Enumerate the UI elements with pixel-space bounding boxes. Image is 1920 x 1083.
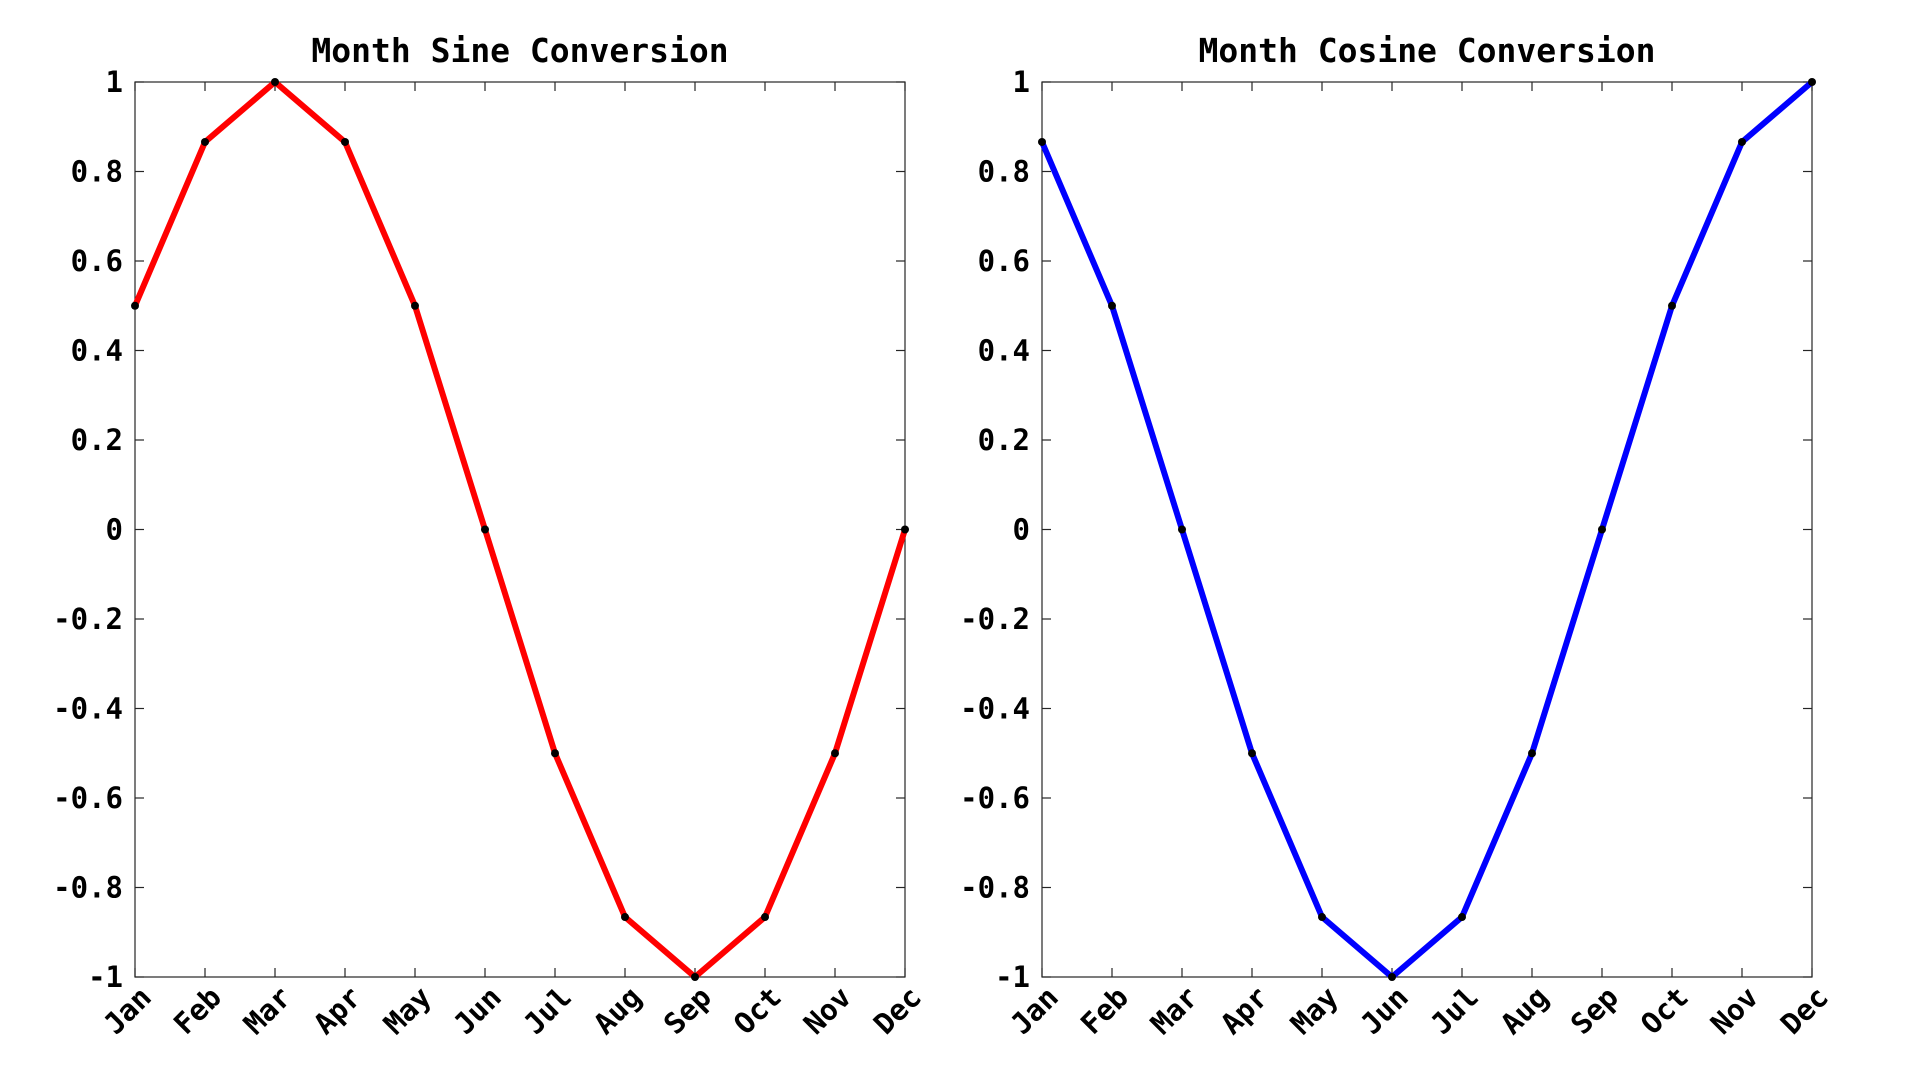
sine-data-point (761, 913, 769, 922)
sine-data-point (691, 973, 699, 981)
cosine-xtick-label: Dec (1774, 980, 1835, 1041)
sine-chart: Month Sine Conversion 1 0.8 0.6 0.4 0.2 0 -0.2… (53, 31, 928, 1041)
sine-data-point (901, 525, 909, 534)
cosine-chart-title: Month Cosine Conversion (1199, 31, 1656, 70)
cosine-xtick-label: Feb (1074, 980, 1135, 1041)
cosine-xtick-label: Oct (1634, 980, 1695, 1041)
sine-ytick-label: 0 (106, 513, 123, 547)
cosine-data-point (1388, 973, 1396, 981)
sine-xtick-label: Apr (307, 980, 368, 1041)
sine-xtick-label: Feb (167, 980, 228, 1041)
cosine-xtick-label: Apr (1214, 980, 1275, 1041)
sine-xtick-label: Sep (657, 980, 718, 1041)
cosine-xtick-label: Sep (1564, 980, 1625, 1041)
sine-ytick-label: -0.8 (53, 871, 123, 905)
cosine-data-point (1108, 301, 1116, 310)
cosine-ytick-label: -0.8 (960, 871, 1030, 905)
cosine-chart: Month Cosine Conversion 1 0.8 0.6 0.4 0.2 0 -0… (960, 31, 1835, 1041)
cosine-ytick-label: 0.6 (978, 244, 1030, 278)
cosine-data-point (1668, 301, 1676, 310)
sine-xtick-label: Jul (517, 980, 578, 1041)
cosine-data-point (1528, 749, 1536, 758)
sine-ytick-label: -1 (88, 960, 123, 994)
sine-data-point (831, 749, 839, 758)
sine-xtick-label: Aug (587, 980, 648, 1041)
cosine-ytick-label: -0.2 (960, 602, 1030, 636)
sine-ytick-label: 0.8 (71, 155, 123, 189)
cosine-plot-frame (1041, 81, 1813, 978)
cosine-xtick-label: Nov (1704, 980, 1765, 1041)
cosine-xtick-label: Jul (1424, 980, 1485, 1041)
cosine-data-point (1038, 137, 1046, 146)
cosine-data-point (1808, 78, 1816, 86)
sine-plot-frame (134, 81, 906, 978)
cosine-xtick-label: Mar (1144, 980, 1205, 1041)
cosine-ytick-label: -1 (995, 960, 1030, 994)
cosine-data-point (1598, 525, 1606, 534)
sine-data-point (621, 913, 629, 922)
sine-data-point (341, 137, 349, 146)
sine-data-point (551, 749, 559, 758)
sine-data-point (481, 525, 489, 534)
cosine-xtick-label: Aug (1494, 980, 1555, 1041)
sine-ytick-label: 0.6 (71, 244, 123, 278)
sine-xtick-label: Nov (797, 980, 858, 1041)
cosine-ytick-label: -0.6 (960, 781, 1030, 815)
cosine-data-point (1458, 913, 1466, 922)
cosine-data-point (1248, 749, 1256, 758)
cosine-data-point (1178, 525, 1186, 534)
cosine-ytick-label: 0 (1013, 513, 1030, 547)
sine-ytick-label: 0.2 (71, 423, 123, 457)
sine-ytick-label: 0.4 (71, 334, 123, 368)
cosine-ytick-label: 0.2 (978, 423, 1030, 457)
cosine-xtick-label: May (1284, 980, 1345, 1041)
cosine-ytick-label: 1 (1013, 65, 1030, 99)
sine-xtick-label: Jun (447, 980, 508, 1041)
sine-xtick-label: Oct (727, 980, 788, 1041)
sine-data-point (201, 137, 209, 146)
cosine-ytick-label: 0.4 (978, 334, 1030, 368)
sine-ytick-label: 1 (106, 65, 123, 99)
cosine-ytick-label: 0.8 (978, 155, 1030, 189)
cosine-ytick-label: -0.4 (960, 692, 1030, 726)
sine-xtick-label: May (377, 980, 438, 1041)
cosine-xtick-label: Jun (1354, 980, 1415, 1041)
sine-series-line (132, 79, 908, 980)
sine-xtick-label: Mar (237, 980, 298, 1041)
sine-data-point (411, 301, 419, 310)
sine-chart-title: Month Sine Conversion (311, 31, 728, 70)
cosine-data-point (1318, 913, 1326, 922)
sine-data-point (131, 301, 139, 310)
sine-data-point (271, 78, 279, 86)
sine-ytick-label: -0.4 (53, 692, 123, 726)
sine-ytick-label: -0.6 (53, 781, 123, 815)
sine-xtick-label: Dec (867, 980, 928, 1041)
cosine-data-point (1738, 137, 1746, 146)
cosine-series-line (1039, 79, 1815, 980)
sine-ytick-label: -0.2 (53, 602, 123, 636)
